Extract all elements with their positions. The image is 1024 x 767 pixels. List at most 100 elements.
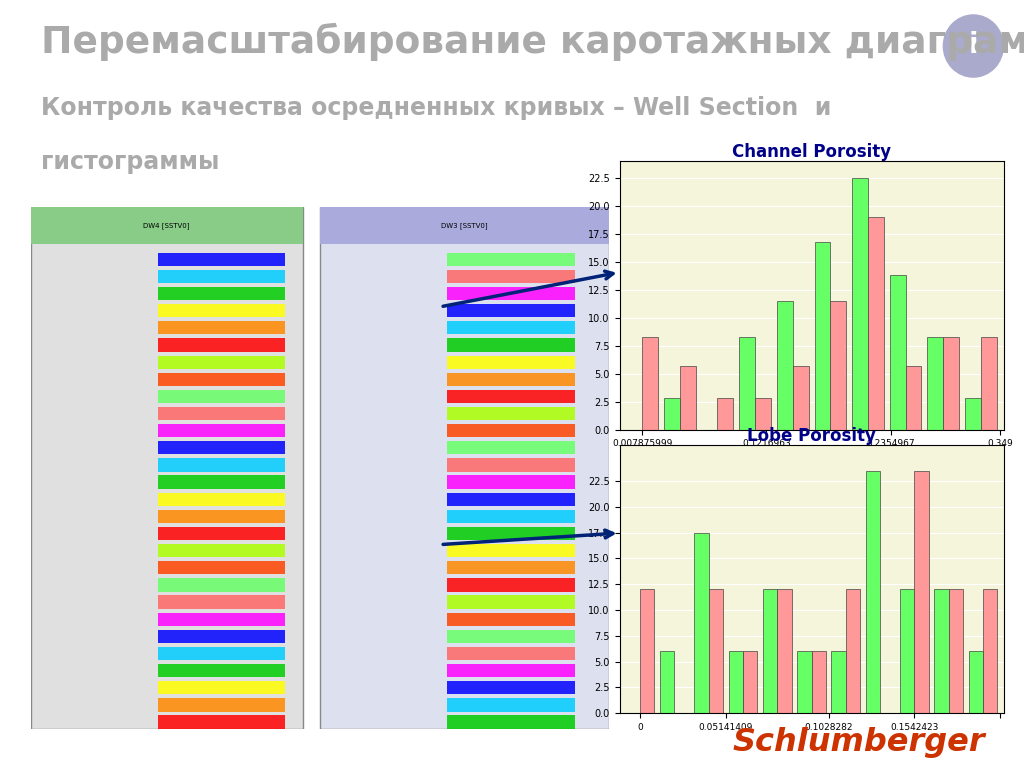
Bar — [158, 407, 286, 420]
Text: DW3 [SSTV0]: DW3 [SSTV0] — [441, 222, 488, 229]
Bar — [447, 544, 574, 558]
Bar — [865, 471, 880, 713]
Bar — [447, 613, 574, 626]
Bar — [928, 337, 943, 430]
Bar — [447, 578, 574, 591]
Bar — [447, 407, 574, 420]
Bar — [763, 589, 777, 713]
Bar — [158, 459, 286, 472]
Bar — [831, 651, 846, 713]
Bar — [158, 698, 286, 712]
Legend: Upscaled Cells, Well Logs: Upscaled Cells, Well Logs — [711, 486, 912, 505]
Bar — [447, 304, 574, 318]
Bar — [664, 398, 680, 430]
Bar — [447, 561, 574, 574]
Bar — [914, 471, 929, 713]
Bar — [868, 217, 884, 430]
Bar — [447, 424, 574, 437]
Bar — [793, 366, 809, 430]
Bar — [158, 595, 286, 609]
Bar — [709, 589, 723, 713]
Bar — [811, 651, 826, 713]
Bar — [943, 337, 959, 430]
Bar — [905, 366, 922, 430]
Bar — [948, 589, 963, 713]
Bar — [158, 373, 286, 386]
Bar — [158, 492, 286, 506]
Bar — [158, 287, 286, 300]
Bar — [158, 681, 286, 694]
Bar — [969, 651, 983, 713]
Bar — [31, 207, 303, 729]
Bar — [447, 664, 574, 677]
Bar — [158, 338, 286, 351]
Text: Контроль качества осредненных кривых – Well Section  и: Контроль качества осредненных кривых – W… — [41, 96, 831, 120]
Bar — [158, 476, 286, 489]
Bar — [447, 270, 574, 283]
Bar — [158, 544, 286, 558]
Bar — [447, 390, 574, 403]
Bar — [739, 337, 755, 430]
Bar — [319, 207, 609, 729]
Bar — [447, 459, 574, 472]
Bar — [890, 275, 905, 430]
Bar — [447, 492, 574, 506]
Bar — [447, 647, 574, 660]
Text: гистограммы: гистограммы — [41, 150, 219, 173]
Bar — [755, 398, 771, 430]
Bar — [777, 589, 792, 713]
Bar — [694, 532, 709, 713]
Bar — [447, 338, 574, 351]
Bar — [158, 390, 286, 403]
Bar — [158, 304, 286, 318]
Bar — [158, 647, 286, 660]
Text: Перемасштабирование каротажных диаграмм: Перемасштабирование каротажных диаграмм — [41, 23, 1024, 61]
Bar — [447, 373, 574, 386]
Bar — [158, 613, 286, 626]
Bar — [797, 651, 811, 713]
Bar — [158, 664, 286, 677]
Bar — [319, 207, 609, 244]
Bar — [965, 398, 981, 430]
Bar — [447, 476, 574, 489]
Bar — [934, 589, 948, 713]
Bar — [158, 578, 286, 591]
Text: i: i — [969, 31, 978, 58]
Bar — [447, 441, 574, 455]
Bar — [983, 589, 997, 713]
Bar — [447, 716, 574, 729]
Bar — [814, 242, 830, 430]
Bar — [728, 651, 743, 713]
Bar — [158, 527, 286, 540]
Bar — [680, 366, 695, 430]
Bar — [158, 252, 286, 266]
Bar — [158, 630, 286, 643]
Bar — [447, 356, 574, 369]
Bar — [447, 698, 574, 712]
Bar — [158, 561, 286, 574]
Bar — [777, 301, 793, 430]
Bar — [846, 589, 860, 713]
Bar — [447, 252, 574, 266]
Bar — [830, 301, 846, 430]
Bar — [743, 651, 758, 713]
Bar — [642, 337, 658, 430]
Bar — [31, 207, 303, 244]
Bar — [447, 510, 574, 523]
Bar — [447, 630, 574, 643]
Bar — [660, 651, 675, 713]
Bar — [158, 441, 286, 455]
Bar — [158, 356, 286, 369]
Bar — [981, 337, 996, 430]
Bar — [158, 510, 286, 523]
Bar — [447, 287, 574, 300]
Bar — [158, 321, 286, 334]
Title: Lobe Porosity: Lobe Porosity — [748, 426, 876, 445]
Text: DW4 [SSTV0]: DW4 [SSTV0] — [143, 222, 189, 229]
Bar — [900, 589, 914, 713]
Bar — [447, 681, 574, 694]
Text: Schlumberger: Schlumberger — [732, 727, 985, 758]
Title: Channel Porosity: Channel Porosity — [732, 143, 891, 161]
Bar — [158, 424, 286, 437]
Bar — [447, 527, 574, 540]
